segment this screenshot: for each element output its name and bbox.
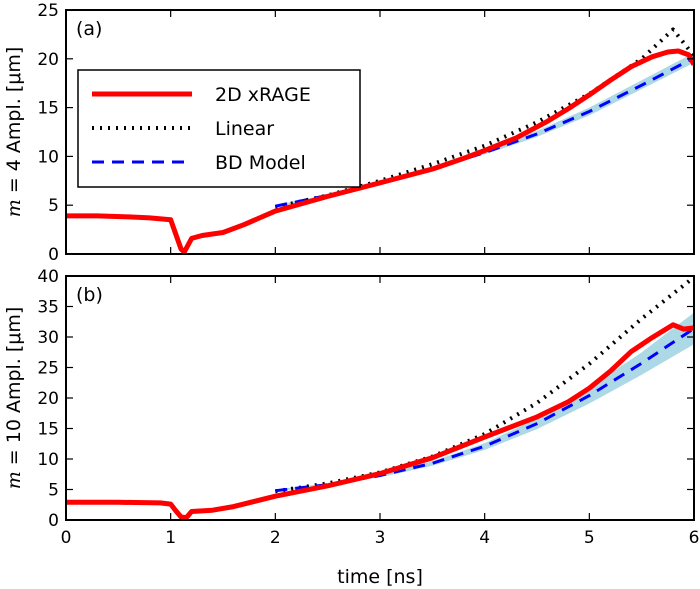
x-tick-label: 2 (270, 528, 281, 548)
y-axis-label: m = 10 Ampl. [μm] (3, 307, 25, 490)
series-line-2d-xrage (66, 322, 694, 520)
y-tick-label: 10 (37, 147, 59, 167)
y-tick-label: 10 (37, 450, 59, 470)
legend-entry: Linear (215, 118, 274, 140)
plot-area (66, 27, 694, 254)
y-tick-label: 35 (37, 298, 59, 318)
y-axis-label-math: m (3, 199, 25, 217)
uncertainty-band (275, 312, 694, 492)
x-tick-label: 3 (375, 528, 386, 548)
y-tick-label: 40 (37, 267, 59, 287)
series-line-linear (275, 276, 694, 494)
x-axis-label: time [ns] (337, 566, 423, 588)
axes-frame (65, 275, 695, 521)
legend: 2D xRAGE Linear BD Model (77, 69, 361, 188)
legend-entry: 2D xRAGE (215, 84, 311, 106)
y-tick-label: 15 (37, 99, 59, 119)
y-axis-label-math: m (3, 471, 25, 489)
panel-label: (a) (76, 18, 102, 40)
series-line-2d-xrage (66, 48, 694, 254)
x-tick-label: 1 (165, 528, 176, 548)
y-axis-label-eq: = 10 (3, 419, 25, 471)
y-axis-label-eq: = 4 (3, 159, 25, 199)
panel-label: (b) (76, 284, 103, 306)
x-tick-label: 5 (584, 528, 595, 548)
x-tick-label: 4 (479, 528, 490, 548)
x-tick-label: 6 (689, 528, 700, 548)
y-axis-label-text: Ampl. [μm] (3, 47, 25, 159)
y-tick-label: 15 (37, 420, 59, 440)
y-tick-label: 25 (37, 359, 59, 379)
panel-b: 0 1 2 3 4 5 6 0 5 10 15 20 25 30 35 40 (b) m = 10 Ampl. [… (3, 267, 699, 548)
y-axis-label-text: Ampl. [μm] (3, 307, 25, 419)
plot-area (66, 276, 694, 520)
y-tick-label: 20 (37, 389, 59, 409)
y-tick-label: 0 (48, 511, 59, 531)
y-tick-label: 5 (48, 481, 59, 501)
y-tick-label: 5 (48, 196, 59, 216)
y-tick-label: 25 (37, 1, 59, 21)
y-tick-label: 30 (37, 328, 59, 348)
y-tick-label: 20 (37, 50, 59, 70)
legend-entry: BD Model (215, 152, 306, 174)
y-axis-label: m = 4 Ampl. [μm] (3, 47, 25, 218)
panel-a: 0 5 10 15 20 25 (a) m = 4 Ampl. [μm] 2D xRAGE Lin… (3, 1, 695, 265)
x-tick-label: 0 (61, 528, 72, 548)
y-tick-label: 0 (48, 245, 59, 265)
